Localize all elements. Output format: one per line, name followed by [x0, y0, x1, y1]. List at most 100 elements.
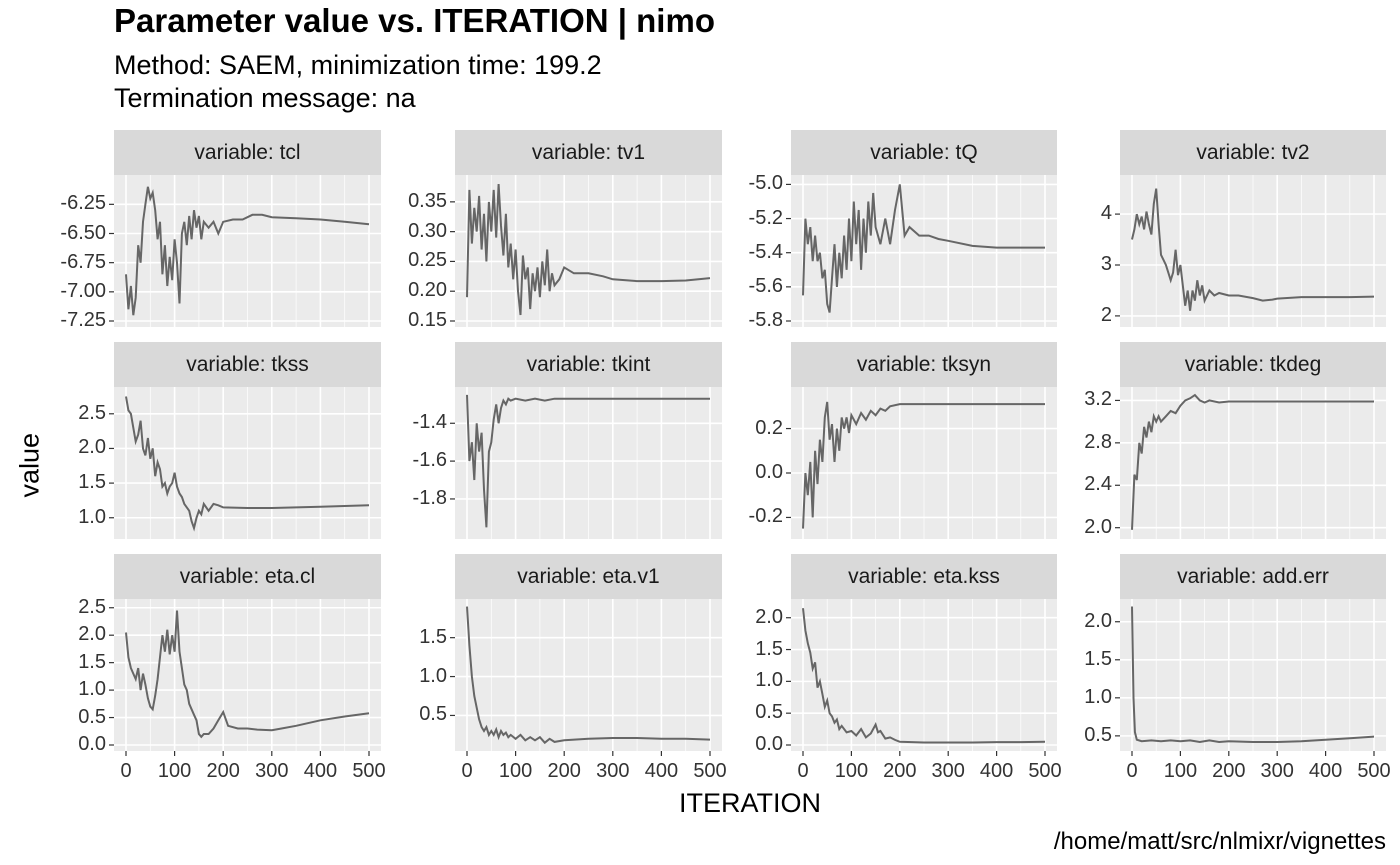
y-tick-label: 0.20: [408, 279, 447, 302]
series-line: [466, 606, 711, 745]
x-tick-label: 200: [1212, 760, 1246, 782]
y-tick-label: 2: [1100, 303, 1112, 326]
x-tick-label: 0: [797, 760, 809, 782]
y-tick-label: 1.0: [419, 664, 447, 687]
series-line: [1131, 606, 1375, 744]
y-tick-label: -1.8: [412, 486, 447, 509]
y-tick-label: 2.0: [1084, 515, 1112, 538]
x-tick-label: 500: [1028, 760, 1062, 782]
facet-strip-label: variable: eta.kss: [791, 554, 1057, 599]
y-tick-label: 2.0: [755, 605, 783, 628]
y-tick-label: -0.2: [748, 505, 783, 528]
y-tick-label: 0.5: [1084, 723, 1112, 746]
facet-strip-label: variable: tv1: [455, 130, 722, 175]
x-tick-label: 400: [644, 760, 679, 782]
y-tick-label: -6.50: [60, 221, 106, 244]
facet-strip-label: variable: tkint: [455, 342, 722, 387]
facet-strip-label: variable: tcl: [114, 130, 381, 175]
y-tick-label: 1.0: [78, 678, 106, 701]
y-tick-label: 1.5: [78, 471, 106, 494]
y-tick-label: 0.5: [78, 705, 106, 728]
y-tick-label: 1.5: [78, 650, 106, 673]
series-line: [125, 186, 370, 316]
facet-strip-label: variable: add.err: [1120, 554, 1386, 599]
x-tick-label: 300: [596, 760, 630, 782]
x-tick-label: 500: [693, 760, 727, 782]
y-tick-label: -5.6: [748, 274, 783, 297]
y-tick-label: 0.25: [408, 249, 447, 272]
y-tick-label: 2.0: [78, 623, 106, 646]
y-tick-label: 2.8: [1084, 430, 1112, 453]
x-tick-label: 400: [303, 760, 338, 782]
y-tick-label: 0.0: [78, 733, 106, 755]
x-tick-label: 300: [255, 760, 289, 782]
y-tick-label: 1.5: [755, 637, 783, 660]
y-tick-label: -5.0: [748, 172, 783, 195]
y-tick-label: -5.4: [748, 240, 783, 263]
y-tick-label: 1.0: [755, 669, 783, 692]
series-line: [125, 396, 370, 532]
x-tick-label: 200: [883, 760, 917, 782]
y-tick-label: -7.00: [60, 279, 106, 302]
y-tick-label: -6.75: [60, 250, 106, 273]
y-tick-label: 1.0: [78, 505, 106, 528]
x-tick-label: 200: [206, 760, 240, 782]
facet-strip-label: variable: tv2: [1120, 130, 1386, 175]
y-tick-label: 0.2: [755, 416, 783, 439]
x-tick-label: 0: [1126, 760, 1138, 782]
y-tick-label: 4: [1100, 202, 1112, 225]
x-tick-label: 100: [1163, 760, 1198, 782]
facet-strip-label: variable: tkdeg: [1120, 342, 1386, 387]
x-tick-label: 100: [157, 760, 192, 782]
y-tick-label: 2.5: [78, 595, 106, 618]
chart-subtitle-termination: Termination message: na: [114, 83, 416, 113]
y-tick-label: -6.25: [60, 192, 106, 215]
series-line: [802, 401, 1045, 529]
series-line: [802, 608, 1046, 744]
series-line: [125, 610, 370, 739]
x-tick-label: 400: [1308, 760, 1343, 782]
x-tick-label: 0: [461, 760, 473, 782]
y-tick-label: 0.30: [408, 219, 447, 242]
x-tick-label: 300: [931, 760, 965, 782]
y-tick-label: 1.0: [1084, 685, 1112, 708]
y-tick-label: -1.4: [412, 411, 447, 434]
series-line: [466, 394, 710, 528]
series-line: [802, 184, 1045, 313]
y-tick-label: -7.25: [60, 309, 106, 331]
series-line: [466, 183, 711, 316]
y-tick-label: 2.0: [78, 436, 106, 459]
y-tick-label: 1.5: [1084, 647, 1112, 670]
y-tick-label: -5.8: [748, 309, 783, 331]
y-tick-label: 2.4: [1084, 473, 1112, 496]
facet-strip-label: variable: tksyn: [791, 342, 1057, 387]
y-tick-label: 3.2: [1084, 388, 1112, 411]
x-tick-label: 500: [352, 760, 386, 782]
y-tick-label: 2.0: [1084, 609, 1112, 632]
x-tick-label: 100: [834, 760, 869, 782]
facet-strip-label: variable: tkss: [114, 342, 381, 387]
y-tick-label: 2.5: [78, 401, 106, 424]
facet-strip-label: variable: eta.cl: [114, 554, 381, 599]
series-line: [1131, 393, 1374, 530]
y-tick-label: 0.5: [419, 703, 447, 726]
facet-strip-label: variable: tQ: [791, 130, 1057, 175]
x-tick-label: 400: [979, 760, 1014, 782]
y-tick-label: 3: [1100, 253, 1112, 275]
y-tick-label: 0.0: [755, 733, 783, 755]
y-tick-label: 0.35: [408, 189, 447, 212]
y-tick-label: 0.5: [755, 701, 783, 724]
y-tick-label: 0.15: [408, 309, 447, 331]
y-tick-label: 0.0: [755, 461, 783, 483]
y-tick-label: 1.5: [419, 625, 447, 648]
chart-subtitle-method: Method: SAEM, minimization time: 199.2: [114, 50, 602, 80]
x-tick-label: 200: [547, 760, 581, 782]
